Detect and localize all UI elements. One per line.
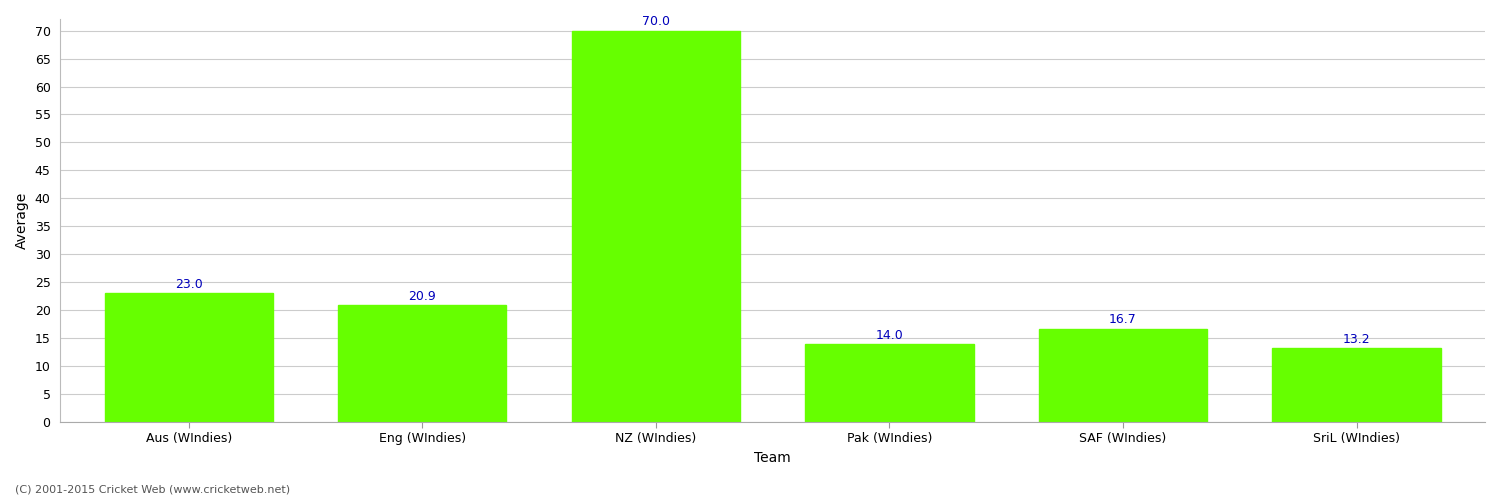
Text: 70.0: 70.0 xyxy=(642,16,670,28)
Text: 20.9: 20.9 xyxy=(408,290,436,303)
Bar xyxy=(338,305,507,422)
Bar xyxy=(105,294,273,422)
Bar xyxy=(1272,348,1440,422)
Text: 13.2: 13.2 xyxy=(1342,333,1371,346)
Text: 23.0: 23.0 xyxy=(176,278,202,291)
Text: 14.0: 14.0 xyxy=(876,328,903,342)
Text: (C) 2001-2015 Cricket Web (www.cricketweb.net): (C) 2001-2015 Cricket Web (www.cricketwe… xyxy=(15,485,290,495)
Bar xyxy=(572,30,740,422)
Bar xyxy=(1040,328,1208,422)
X-axis label: Team: Team xyxy=(754,451,790,465)
Y-axis label: Average: Average xyxy=(15,192,28,250)
Bar xyxy=(806,344,974,422)
Text: 16.7: 16.7 xyxy=(1108,314,1137,326)
